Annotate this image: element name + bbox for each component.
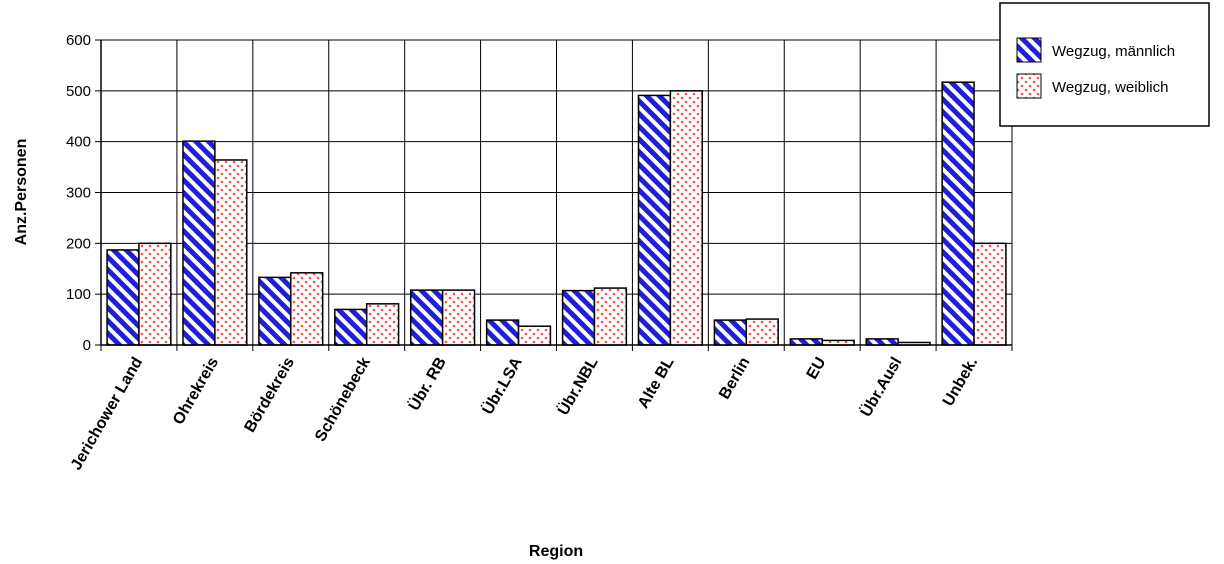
- axes: [95, 39, 1013, 351]
- bar-male: [409, 289, 444, 346]
- y-tick-label: 400: [66, 134, 91, 151]
- category-labels: Jerichower Land Ohrekreis Bördekreis Schöne…: [68, 353, 981, 473]
- bar-male: [182, 140, 216, 346]
- bar-male: [713, 319, 748, 346]
- x-tick-label: Bördekreis: [242, 354, 299, 435]
- y-tick-label: 0: [83, 337, 91, 354]
- bar-female: [365, 303, 400, 346]
- bar-male: [865, 338, 899, 346]
- legend-box: [999, 2, 1210, 127]
- x-tick-label: EU: [804, 355, 830, 383]
- legend-label-male: Wegzug, männlich: [1052, 43, 1175, 60]
- legend-swatch-male: [1016, 37, 1042, 63]
- x-tick-label: Unbek.: [940, 355, 981, 410]
- bar-male: [941, 81, 975, 346]
- bar-female: [441, 289, 476, 346]
- y-axis-title: Anz.Personen: [13, 139, 30, 246]
- x-tick-label: Schönebeck: [312, 354, 374, 444]
- bar-male: [561, 289, 596, 346]
- x-axis-title: Region: [529, 543, 583, 560]
- bar-female: [214, 159, 248, 346]
- y-tick-label: 300: [66, 185, 91, 202]
- x-tick-label: Übr.LSA: [478, 353, 526, 418]
- x-tick-label: Übr.NBL: [553, 353, 602, 418]
- x-tick-label: Berlin: [716, 355, 753, 403]
- y-tick-label: 200: [66, 235, 91, 252]
- bar-male: [789, 338, 823, 346]
- legend: Wegzug, männlich Wegzug, weiblich: [999, 2, 1210, 127]
- bar-female: [973, 242, 1007, 346]
- y-tick-label: 600: [66, 32, 91, 49]
- x-tick-label: Übr.Ausl: [856, 354, 905, 420]
- tick-labels: 0 100 200 300 400 500 600: [66, 32, 91, 354]
- bar-female: [593, 287, 628, 346]
- legend-label-female: Wegzug, weiblich: [1052, 79, 1168, 96]
- bar-male: [637, 94, 672, 346]
- y-tick-label: 500: [66, 83, 91, 100]
- bar-male: [485, 319, 520, 346]
- bar-male: [334, 308, 368, 346]
- x-tick-label: Ohrekreis: [170, 354, 222, 427]
- x-tick-label: Übr. RB: [404, 354, 450, 414]
- bar-female: [290, 272, 324, 346]
- bar-male: [106, 249, 140, 346]
- gridlines: [101, 39, 1012, 345]
- bar-female: [138, 242, 172, 346]
- bar-male: [258, 276, 292, 346]
- bar-female: [517, 325, 552, 346]
- bar-female: [669, 90, 704, 346]
- y-tick-label: 100: [66, 286, 91, 303]
- bar-female: [745, 318, 779, 346]
- x-tick-label: Jerichower Land: [68, 355, 146, 474]
- x-tick-label: Alte BL: [635, 354, 678, 411]
- bars: [106, 81, 1007, 346]
- legend-swatch-female: [1016, 73, 1042, 99]
